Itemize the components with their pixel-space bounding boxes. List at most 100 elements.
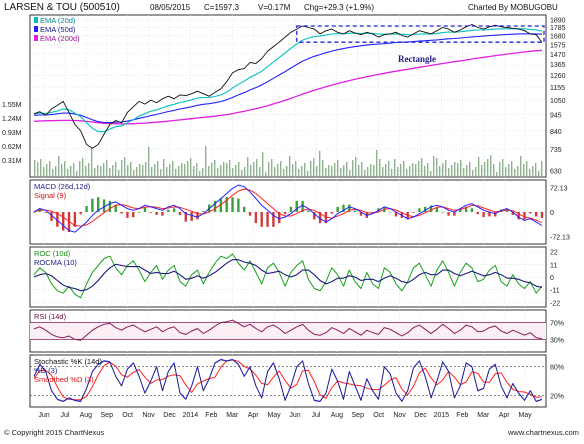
volume-bar xyxy=(511,161,513,176)
price-tick-label: 1575 xyxy=(550,42,566,49)
macd-histogram-bar xyxy=(307,210,310,212)
x-tick-label: Apr xyxy=(248,412,260,419)
price-legend: EMA (20d) EMA (50d) EMA (200d) xyxy=(34,16,80,43)
legend-ema20: EMA (20d) xyxy=(40,16,76,25)
price-panel xyxy=(29,14,547,178)
volume-bar xyxy=(70,166,72,176)
x-tick-label: Sep xyxy=(101,412,114,419)
volume-bar xyxy=(37,162,39,176)
volume-bar xyxy=(121,160,123,176)
macd-histogram-bar xyxy=(429,205,433,212)
macd-histogram-bar xyxy=(330,212,333,214)
macd-histogram-bar xyxy=(353,210,357,212)
macd-histogram-bar xyxy=(336,206,339,212)
volume-bar xyxy=(328,165,330,176)
stochastic-tick-label: 80% xyxy=(550,365,564,372)
macd-histogram-bar xyxy=(126,212,129,218)
volume-bar xyxy=(94,168,96,176)
macd-legend: MACD (26d,12d) Signal (9) xyxy=(34,182,91,200)
rocma-line xyxy=(33,259,543,292)
volume-tick-label: 1.55M xyxy=(2,102,22,109)
volume-bar xyxy=(127,165,129,176)
volume-bar xyxy=(274,167,276,176)
volume-bar xyxy=(133,170,135,176)
macd-histogram-bar xyxy=(231,197,234,212)
macd-histogram-bar xyxy=(108,200,112,212)
legend-ema50: EMA (50d) xyxy=(40,25,76,34)
x-tick-label: Jul xyxy=(311,412,320,419)
ema20-line xyxy=(33,28,543,133)
macd-histogram-bar xyxy=(453,212,456,216)
volume-bar xyxy=(88,163,90,176)
x-tick-label: 2014 xyxy=(183,412,199,419)
volume-bar xyxy=(436,158,438,176)
volume-bar xyxy=(193,166,195,176)
x-tick-label: Aug xyxy=(80,412,93,419)
price-tick-label: 1260 xyxy=(550,73,566,80)
volume-bar xyxy=(58,156,60,176)
volume-bar xyxy=(187,161,189,176)
volume-bars xyxy=(34,146,543,176)
roc-line xyxy=(33,253,543,299)
macd-histogram-bar xyxy=(213,200,217,212)
macd-histogram-bar xyxy=(470,208,474,212)
volume-bar xyxy=(340,168,342,176)
volume-bar xyxy=(316,166,318,176)
volume-bar xyxy=(415,164,417,176)
volume-bar xyxy=(199,171,201,176)
x-tick-label: Apr xyxy=(499,412,511,419)
volume-bar xyxy=(139,164,141,176)
x-tick-label: Dec xyxy=(414,412,427,419)
macd-histogram-bar xyxy=(237,198,240,212)
volume-bar xyxy=(238,162,240,176)
volume-bar xyxy=(307,171,309,176)
x-tick-label: Nov xyxy=(393,412,406,419)
macd-histogram-bar xyxy=(476,212,479,215)
volume-bar xyxy=(97,165,99,176)
volume-bar xyxy=(367,167,369,176)
volume-bar xyxy=(484,162,486,176)
volume-bar xyxy=(241,170,243,176)
volume-bar xyxy=(214,160,216,176)
volume-bar xyxy=(535,163,537,176)
volume-bar xyxy=(373,165,375,176)
price-line xyxy=(33,24,543,149)
volume-bar xyxy=(520,156,522,176)
macd-histogram-bar xyxy=(155,212,158,215)
volume-bar xyxy=(124,157,126,176)
rsi-tick-label: 30% xyxy=(550,337,564,344)
x-tick-label: Feb xyxy=(456,412,468,419)
volume-bar xyxy=(163,159,165,176)
legend-stoch-k: Stochastic %K (14d) xyxy=(34,357,102,366)
volume-bar xyxy=(289,156,291,176)
volume-bar xyxy=(76,171,78,176)
volume-bar xyxy=(103,163,105,176)
macd-histogram-bar xyxy=(85,206,88,212)
volume-bar xyxy=(376,150,378,176)
macd-histogram-bar xyxy=(371,212,374,213)
rectangle-annotation: Rectangle xyxy=(398,54,436,64)
volume-bar xyxy=(202,168,204,176)
macd-histogram-bar xyxy=(289,206,293,212)
volume-bar xyxy=(142,165,144,176)
roc-tick-label: 22 xyxy=(550,250,558,257)
roc-tick-label: -11 xyxy=(550,288,560,295)
volume-bar xyxy=(418,161,420,176)
macd-histogram-bar xyxy=(272,212,275,227)
roc-tick-label: 11 xyxy=(550,262,557,269)
macd-histogram-bar xyxy=(313,212,316,220)
legend-ema200: EMA (200d) xyxy=(40,34,80,43)
volume-bar xyxy=(403,161,405,176)
x-tick-label: Aug xyxy=(331,412,344,419)
volume-tick-label: 1.24M xyxy=(2,116,22,123)
macd-histogram-bar xyxy=(278,212,281,224)
rsi-band xyxy=(30,322,546,340)
macd-histogram-bar xyxy=(412,212,415,213)
volume-bar xyxy=(85,166,87,176)
volume-bar xyxy=(151,167,153,176)
volume-bar xyxy=(40,159,42,176)
volume-bar xyxy=(412,163,414,176)
volume-bar xyxy=(445,160,447,176)
legend-macd: MACD (26d,12d) xyxy=(34,182,91,191)
footer-site: www.chartnexus.com xyxy=(507,428,579,437)
